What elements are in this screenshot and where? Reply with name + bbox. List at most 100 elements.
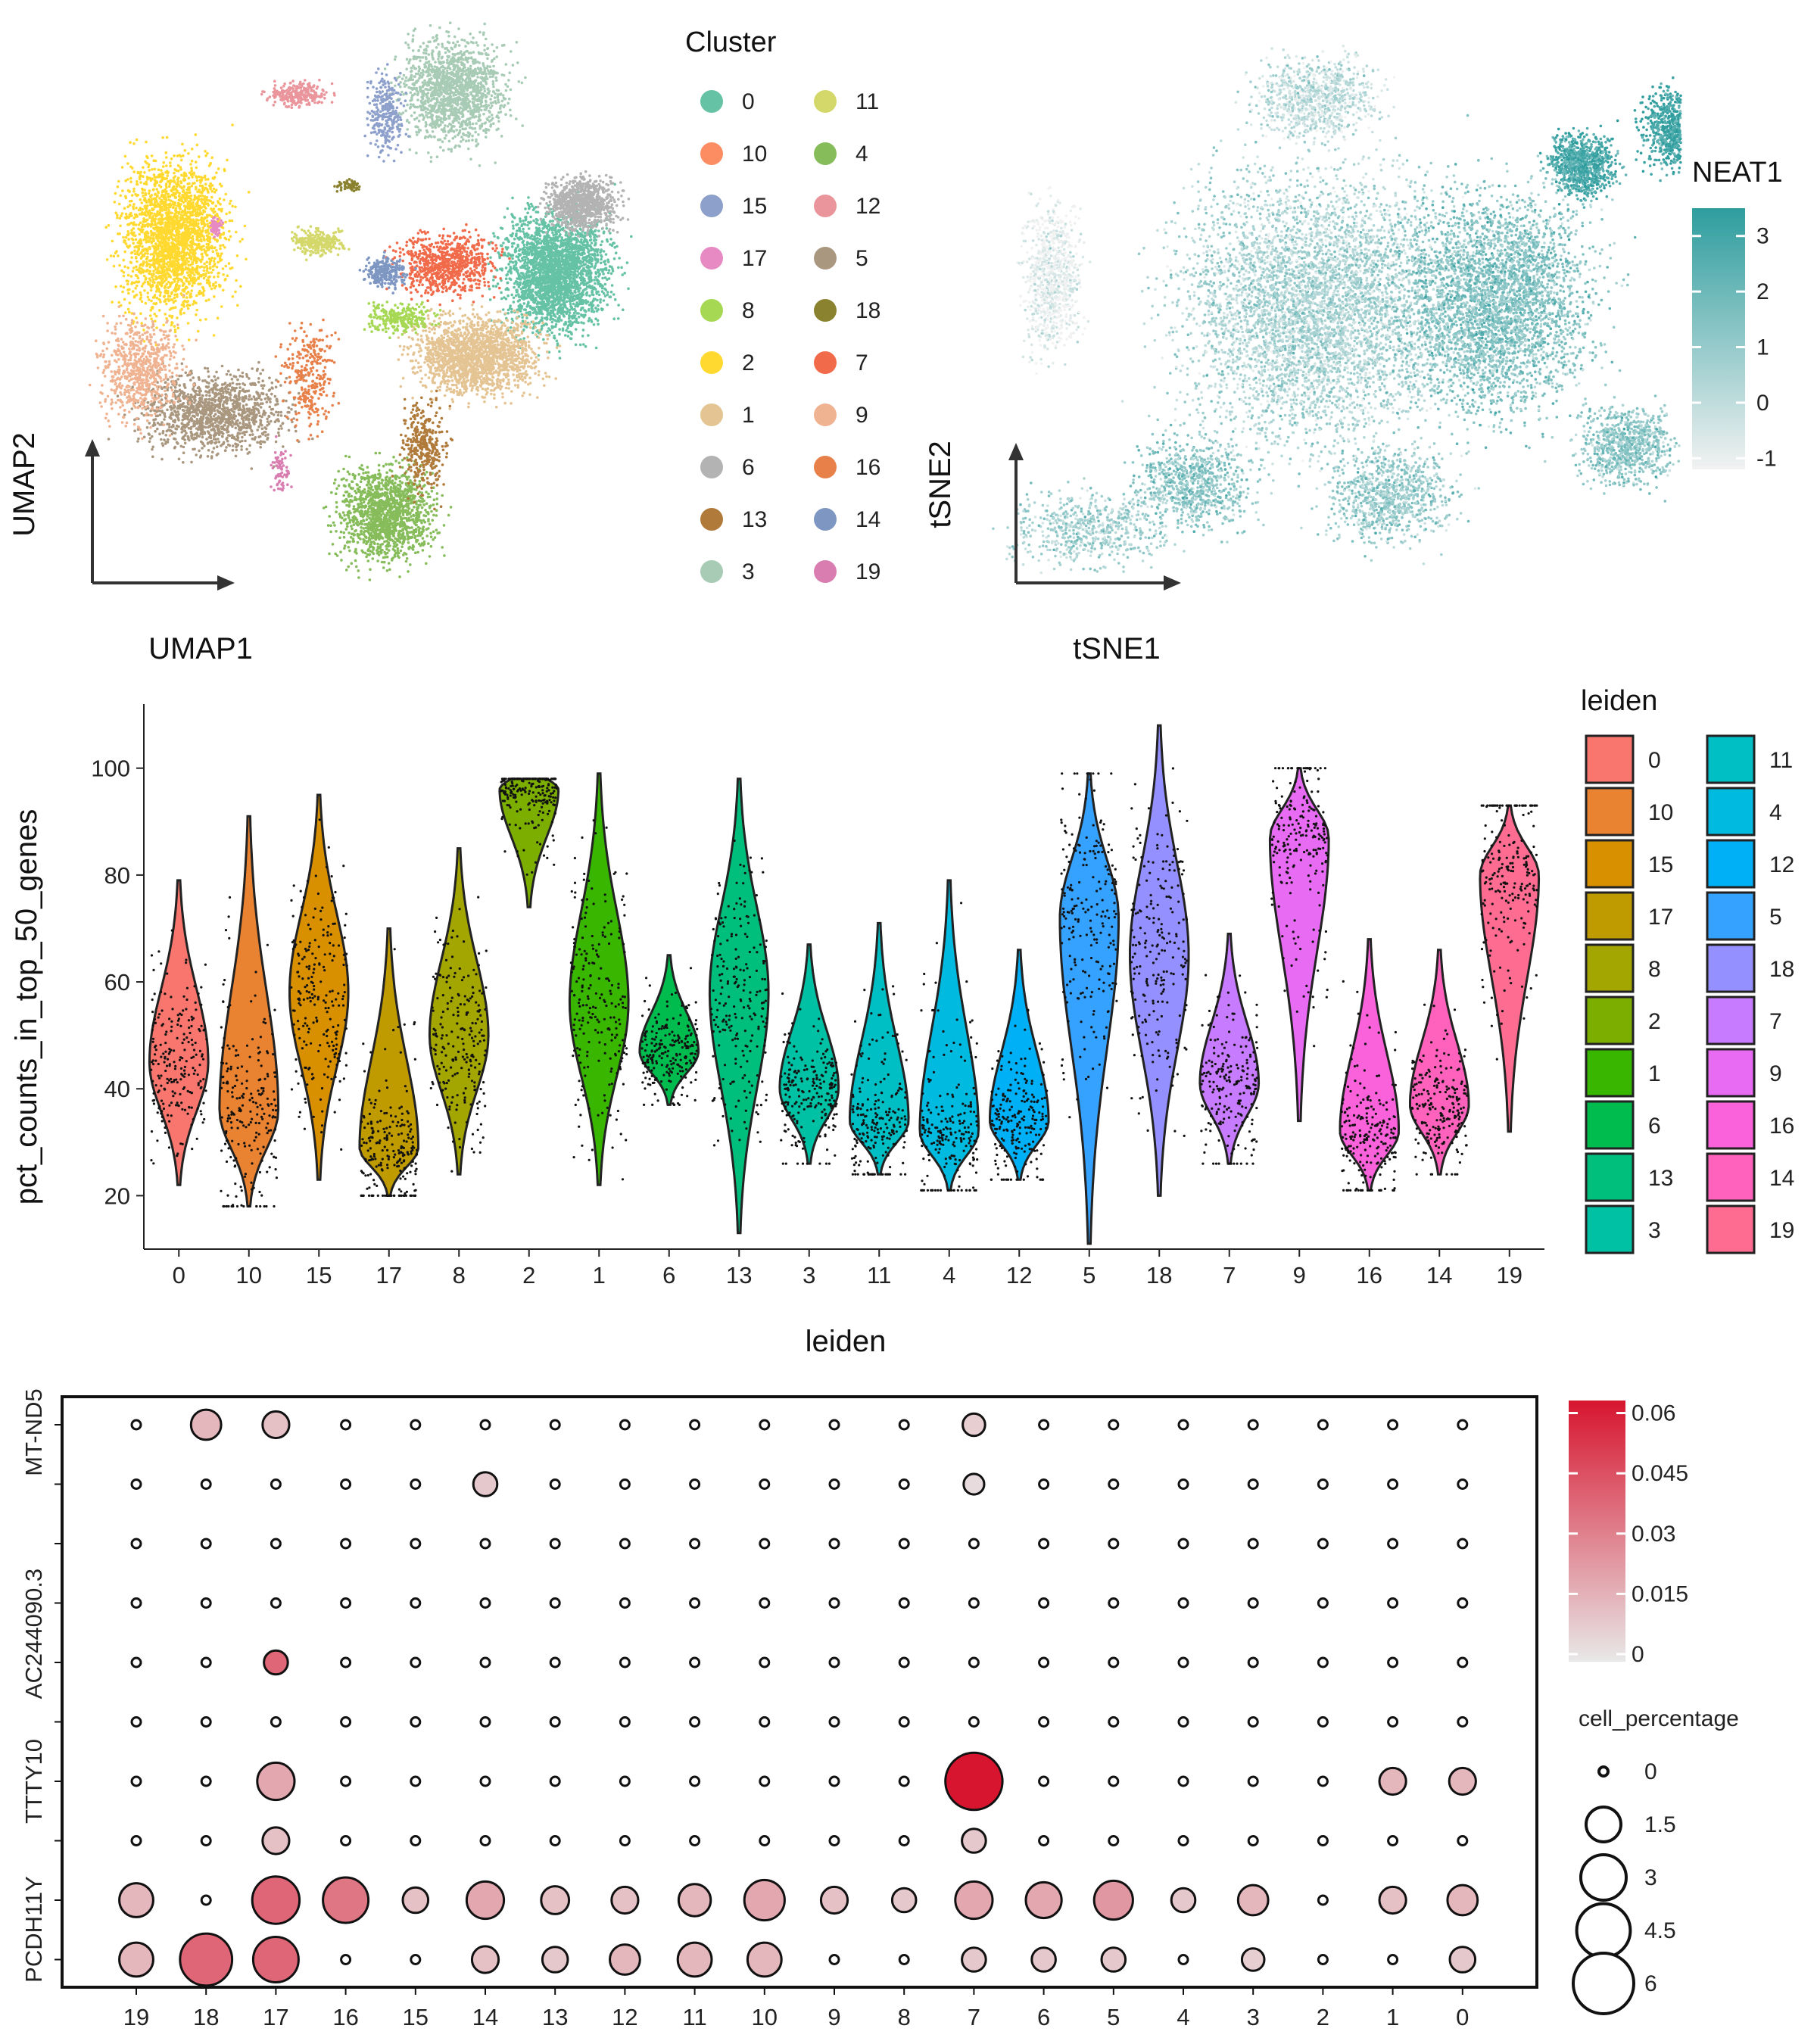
umap-point [578, 272, 581, 276]
umap-point [542, 251, 546, 254]
umap-point [583, 235, 586, 238]
umap-point [463, 39, 466, 42]
umap-point [516, 243, 519, 247]
umap-point [545, 318, 548, 321]
umap-point [587, 229, 590, 232]
umap-point [552, 241, 555, 245]
umap-point [575, 185, 578, 188]
umap-point [448, 63, 451, 66]
umap-point [550, 263, 554, 266]
umap-point [555, 339, 559, 343]
umap-point [578, 212, 581, 215]
umap-point [438, 73, 441, 76]
umap-point [521, 251, 525, 254]
umap-point [453, 98, 457, 102]
umap-point [458, 80, 461, 84]
umap-point [565, 300, 569, 304]
umap-point [509, 88, 513, 92]
umap-point [525, 311, 528, 315]
umap-point [606, 291, 609, 294]
umap-point [487, 262, 490, 266]
umap-point [425, 49, 428, 52]
umap-point [435, 81, 438, 84]
umap-point [583, 288, 587, 291]
umap-point [455, 119, 459, 122]
umap-point [431, 98, 434, 101]
umap-point [495, 89, 499, 92]
umap-point [450, 46, 453, 50]
umap-point [545, 213, 548, 217]
umap-point [482, 31, 485, 34]
umap-point [528, 205, 531, 209]
umap-point [609, 290, 613, 294]
umap-point [588, 294, 591, 298]
umap-point [450, 104, 454, 107]
umap-point [456, 40, 460, 43]
umap-point [556, 220, 559, 223]
umap-point [574, 233, 578, 236]
umap-point [592, 186, 596, 190]
umap-point [584, 198, 587, 202]
umap-point [547, 182, 550, 186]
umap-point [429, 77, 432, 81]
umap-point [433, 105, 437, 108]
umap-point [582, 251, 585, 254]
umap-point [553, 266, 556, 269]
umap-point [447, 41, 451, 45]
umap-point [489, 98, 492, 101]
umap-point [437, 58, 440, 61]
umap-point [597, 281, 600, 285]
umap-point [595, 278, 599, 282]
umap-point [510, 234, 513, 238]
umap-point [548, 329, 552, 332]
umap-point [581, 299, 584, 302]
umap-point [410, 94, 414, 97]
umap-point [594, 215, 597, 219]
umap-point [605, 182, 608, 186]
umap-point [504, 288, 508, 291]
umap-point [431, 130, 435, 133]
umap-point [434, 110, 437, 114]
umap-point [450, 150, 453, 153]
umap-point [529, 202, 533, 206]
umap-point [472, 104, 475, 108]
umap-point [594, 262, 598, 265]
umap-point [558, 260, 562, 263]
umap-point [594, 254, 597, 257]
umap-point [565, 271, 568, 274]
umap-point [587, 213, 590, 217]
umap-point [426, 88, 429, 92]
umap-point [466, 69, 469, 72]
umap-point [517, 258, 520, 262]
umap-point [487, 92, 491, 95]
umap-point [488, 65, 492, 68]
umap-point [603, 187, 606, 191]
umap-point [531, 272, 534, 275]
umap-point [539, 280, 542, 284]
umap-point [555, 319, 558, 323]
umap-point [545, 202, 548, 205]
umap-point [552, 236, 555, 240]
umap-point [453, 146, 457, 149]
umap-point [558, 251, 561, 254]
umap-point [524, 219, 527, 222]
umap-point [612, 198, 616, 201]
umap-point [407, 121, 411, 124]
umap-point [579, 240, 583, 244]
umap-point [544, 235, 548, 238]
umap-point [550, 281, 554, 284]
umap-point [503, 296, 506, 299]
umap-point [475, 87, 479, 91]
umap-point [462, 100, 465, 103]
umap-point [435, 72, 438, 75]
umap-point [447, 139, 451, 143]
umap-point [546, 309, 550, 313]
umap-point [521, 248, 525, 251]
umap-point [510, 50, 513, 53]
umap-point [582, 266, 585, 270]
umap-point [502, 105, 506, 109]
umap-point [551, 311, 555, 314]
umap-point [575, 283, 578, 286]
umap-point [550, 314, 553, 318]
umap-point [626, 218, 630, 221]
